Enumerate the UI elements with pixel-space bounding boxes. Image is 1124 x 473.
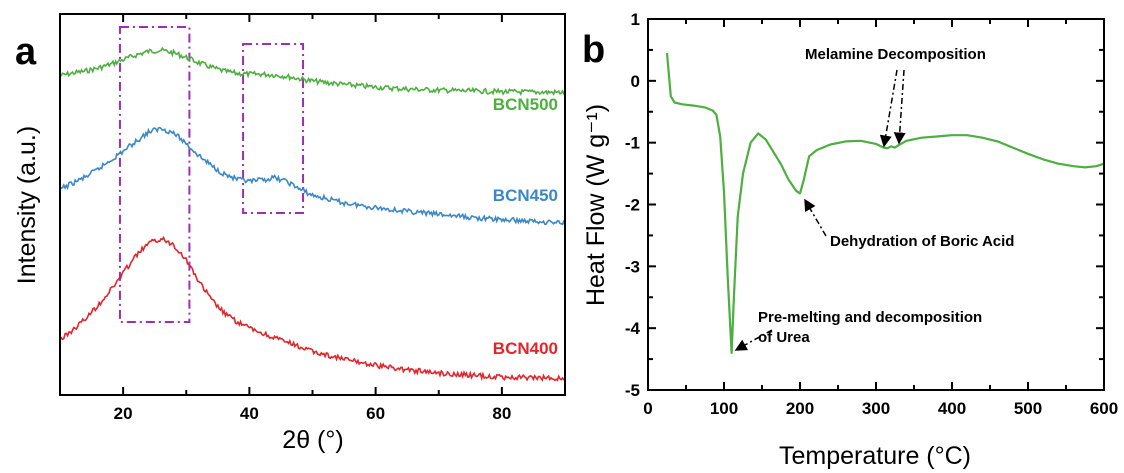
y-tick-label: -4	[625, 319, 641, 338]
heat-flow-line	[665, 52, 1105, 354]
series-line-bcn500	[59, 46, 566, 97]
plot-frame-a	[59, 13, 566, 396]
x-tick-label: 100	[710, 399, 738, 418]
annotation-urea-line2: of Urea	[758, 329, 810, 346]
x-tick-label: 0	[643, 399, 652, 418]
arrow-melamine-2	[893, 69, 906, 145]
x-tick-label: 20	[114, 404, 133, 423]
x-tick-label: 600	[1090, 399, 1118, 418]
panel-a: a 20 40 60 80 BCN500 BCN450 BCN400 2θ (°) I…	[13, 13, 566, 454]
arrow-boric-acid	[804, 198, 827, 237]
annotation-urea-line1: Pre-melting and decomposition	[758, 309, 982, 326]
y-tick-label: 0	[631, 72, 640, 91]
panel-b: b 0 100 200 300 400 500 600 1 0 -1 -2 -3 -4 -5 Temper…	[582, 10, 1118, 470]
x-axis-ticks: 20 40 60 80	[59, 14, 566, 423]
heat-flow-curve	[665, 52, 1105, 354]
y-axis-label-b: Heat Flow (W g⁻¹)	[582, 104, 610, 306]
panel-label-a: a	[15, 31, 37, 73]
y-tick-label: -5	[625, 381, 640, 400]
series-line-bcn450	[59, 126, 566, 226]
y-tick-label: 1	[631, 10, 640, 29]
y-axis-label-a: Intensity (a.u.)	[13, 126, 41, 284]
x-tick-label: 60	[366, 404, 385, 423]
plot-frame-b	[647, 18, 1105, 391]
panel-label-b: b	[582, 29, 605, 71]
x-tick-label: 80	[492, 404, 511, 423]
series-label-bcn400: BCN400	[493, 339, 558, 358]
x-tick-label: 500	[1014, 399, 1042, 418]
series-lines	[59, 46, 566, 382]
x-tick-label: 40	[240, 404, 259, 423]
highlight-box	[118, 26, 191, 323]
arrow-melamine-1	[879, 69, 898, 148]
y-tick-label: -2	[625, 196, 640, 215]
highlight-boxes	[118, 26, 305, 323]
axes-ticks-b: 0 100 200 300 400 500 600 1 0 -1 -2 -3 -4 -5	[625, 10, 1118, 418]
x-tick-label: 300	[862, 399, 890, 418]
series-line-bcn400	[59, 235, 566, 382]
annotation-boric-acid: Dehydration of Boric Acid	[830, 233, 1014, 250]
series-label-bcn450: BCN450	[493, 186, 558, 205]
y-tick-label: -3	[625, 257, 640, 276]
x-tick-label: 200	[786, 399, 814, 418]
series-label-bcn500: BCN500	[493, 95, 558, 114]
x-axis-label-b: Temperature (°C)	[779, 442, 971, 470]
x-axis-label-a: 2θ (°)	[282, 426, 343, 454]
annotation-melamine: Melamine Decomposition	[805, 46, 986, 63]
x-tick-label: 400	[938, 399, 966, 418]
y-tick-label: -1	[625, 134, 640, 153]
